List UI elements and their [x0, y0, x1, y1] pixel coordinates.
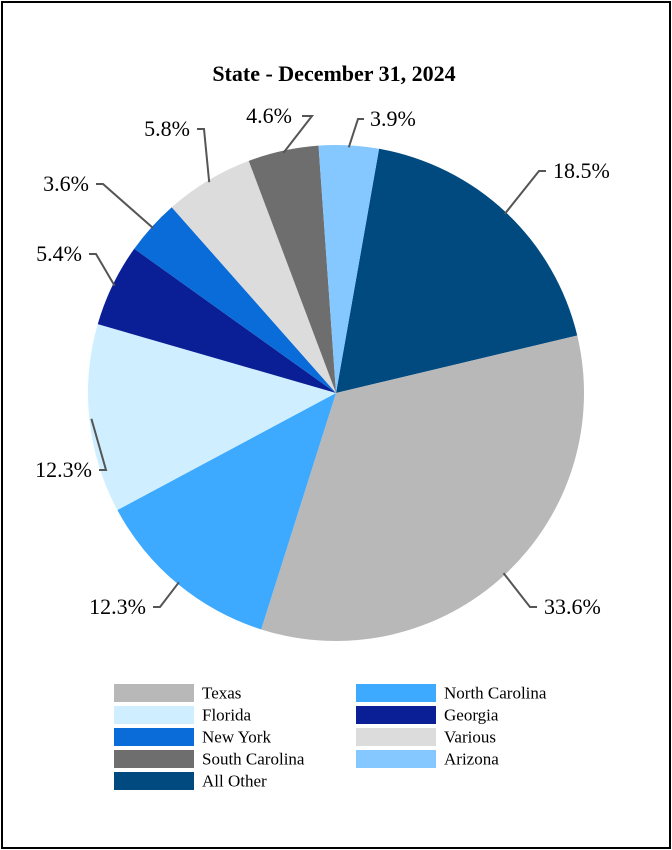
- legend-item-texas: Texas: [114, 684, 241, 703]
- pie-slice-all-other: [336, 148, 578, 393]
- legend-label-all-other: All Other: [202, 772, 267, 791]
- legend-swatch-texas: [114, 684, 194, 702]
- leader-line-new-york: [96, 183, 154, 230]
- leader-line-various: [197, 128, 211, 183]
- pie-slice-texas: [261, 335, 584, 641]
- leader-line-arizona: [347, 118, 364, 148]
- legend-label-various: Various: [444, 728, 496, 747]
- slice-label-arizona: 3.9%: [370, 106, 416, 131]
- leader-lines: [89, 115, 546, 608]
- pie-slice-new-york: [134, 207, 336, 393]
- legend-label-arizona: Arizona: [444, 750, 499, 769]
- leader-line-all-other: [503, 170, 546, 215]
- legend-item-all-other: All Other: [114, 772, 267, 791]
- legend-label-florida: Florida: [202, 706, 252, 725]
- leader-line-texas: [502, 572, 537, 608]
- chart-title: State - December 31, 2024: [212, 61, 455, 86]
- slice-label-south-carolina: 4.6%: [246, 103, 292, 128]
- legend-item-various: Various: [356, 728, 496, 747]
- pie-slice-south-carolina: [248, 145, 336, 393]
- leader-line-south-carolina: [282, 115, 315, 154]
- legend-label-texas: Texas: [202, 684, 241, 703]
- legend-swatch-various: [356, 728, 436, 746]
- legend-item-south-carolina: South Carolina: [114, 750, 305, 769]
- slice-label-various: 5.8%: [144, 116, 190, 141]
- slice-label-new-york: 3.6%: [43, 171, 89, 196]
- legend-label-new-york: New York: [202, 728, 271, 747]
- slice-label-all-other: 18.5%: [553, 158, 610, 183]
- slice-label-florida: 12.3%: [35, 457, 92, 482]
- legend-swatch-georgia: [356, 706, 436, 724]
- legend-swatch-south-carolina: [114, 750, 194, 768]
- legend-swatch-new-york: [114, 728, 194, 746]
- pie-slices: [87, 145, 584, 641]
- legend-swatch-north-carolina: [356, 684, 436, 702]
- pie-slice-florida: [87, 324, 337, 511]
- legend: Texas North Carolina Florida Georgia New Yor…: [114, 684, 547, 791]
- legend-item-arizona: Arizona: [356, 750, 499, 769]
- slice-label-north-carolina: 12.3%: [89, 594, 146, 619]
- legend-item-new-york: New York: [114, 728, 271, 747]
- leader-line-georgia: [89, 253, 116, 287]
- legend-label-north-carolina: North Carolina: [444, 684, 547, 703]
- legend-item-florida: Florida: [114, 706, 252, 725]
- legend-swatch-florida: [114, 706, 194, 724]
- legend-item-north-carolina: North Carolina: [356, 684, 547, 703]
- pie-slice-arizona: [318, 145, 380, 393]
- leader-line-north-carolina: [153, 581, 180, 608]
- legend-label-south-carolina: South Carolina: [202, 750, 305, 769]
- legend-swatch-arizona: [356, 750, 436, 768]
- leader-line-florida: [90, 418, 108, 471]
- pie-slice-various: [171, 160, 336, 393]
- legend-item-georgia: Georgia: [356, 706, 499, 725]
- legend-label-georgia: Georgia: [444, 706, 499, 725]
- legend-swatch-all-other: [114, 772, 194, 790]
- slice-labels: 18.5% 33.6% 12.3% 12.3% 5.4% 3.6% 5.8% 4.6% 3.9%: [35, 103, 610, 619]
- pie-slice-georgia: [97, 248, 336, 393]
- slice-label-georgia: 5.4%: [36, 241, 82, 266]
- pie-slice-north-carolina: [117, 393, 336, 630]
- slice-label-texas: 33.6%: [544, 594, 601, 619]
